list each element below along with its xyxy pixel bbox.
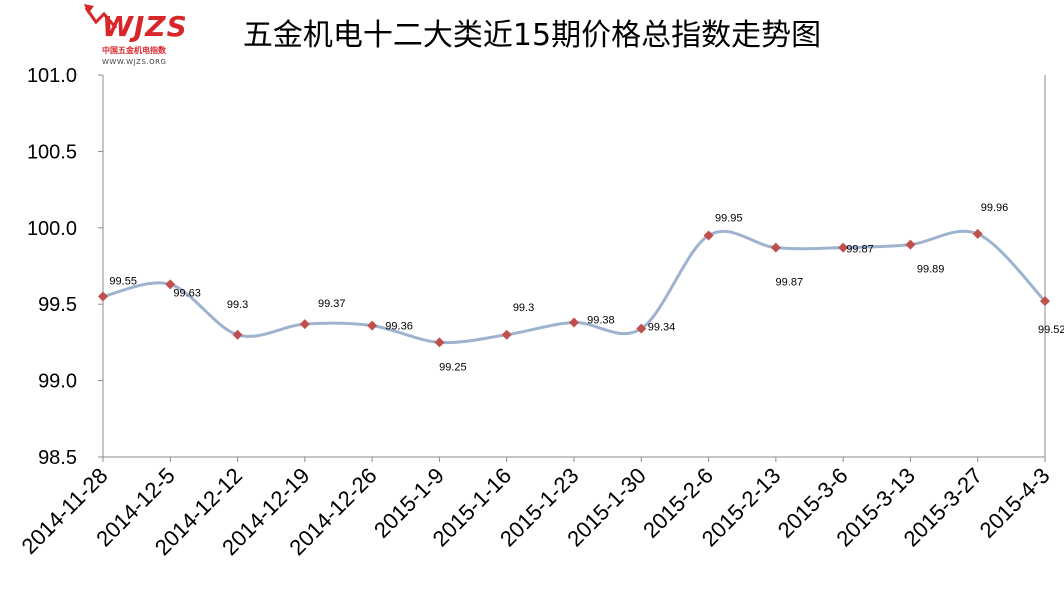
logo-arrow-icon xyxy=(84,4,118,29)
data-label: 99.3 xyxy=(227,299,248,311)
series-line xyxy=(102,229,1047,345)
y-tick-label: 101.0 xyxy=(27,65,77,87)
wjzs-logo: WJZS 中国五金机电指数 WWW.WJZS.ORG xyxy=(82,2,202,72)
data-label: 99.87 xyxy=(776,277,804,289)
logo-cn-text: 中国五金机电指数 xyxy=(102,46,166,55)
data-label: 99.36 xyxy=(385,321,413,333)
x-tick-label: 2015-4-3 xyxy=(975,463,1055,543)
data-labels: 99.55 99.63 99.3 99.37 99.36 99.25 99.3 99.38 99… xyxy=(109,202,1064,373)
x-axis-ticks: 2014-11-282014-12-52014-12-122014-12-192… xyxy=(16,457,1055,560)
y-axis-ticks: 101.0 100.5 100.0 99.5 99.0 98.5 xyxy=(27,65,103,469)
data-point-marker xyxy=(905,239,916,250)
y-tick-label: 99.5 xyxy=(38,294,77,316)
y-tick-label: 100.0 xyxy=(27,218,77,240)
data-point-marker xyxy=(501,329,512,340)
y-tick-label: 99.0 xyxy=(38,371,77,393)
logo-mark: WJZS xyxy=(102,10,188,43)
data-label: 99.52 xyxy=(1038,324,1064,336)
data-label: 99.34 xyxy=(648,322,676,334)
data-point-marker xyxy=(367,320,378,331)
data-label: 99.38 xyxy=(587,315,615,327)
x-tick-label: 2014-11-28 xyxy=(16,463,112,559)
data-label: 99.63 xyxy=(173,287,201,299)
data-label: 99.55 xyxy=(109,276,137,288)
series-markers xyxy=(98,228,1050,348)
data-point-marker xyxy=(703,230,714,241)
data-point-marker xyxy=(165,279,176,290)
data-point-marker xyxy=(299,319,310,330)
data-label: 99.95 xyxy=(715,212,743,224)
data-label: 99.25 xyxy=(439,361,467,373)
y-tick-label: 98.5 xyxy=(38,447,77,469)
data-label: 99.96 xyxy=(981,202,1009,214)
data-point-marker xyxy=(636,323,647,334)
data-point-marker xyxy=(770,242,781,253)
data-label: 99.89 xyxy=(917,264,945,276)
data-point-marker xyxy=(569,317,579,328)
chart-axes xyxy=(102,75,1046,458)
chart-title: 五金机电十二大类近15期价格总指数走势图 xyxy=(242,18,822,53)
data-point-marker xyxy=(838,242,849,253)
data-point-marker xyxy=(1040,296,1050,307)
logo-url: WWW.WJZS.ORG xyxy=(102,58,167,66)
data-label: 99.37 xyxy=(318,298,346,310)
y-tick-label: 100.5 xyxy=(27,141,77,163)
data-point-marker xyxy=(972,228,983,239)
data-point-marker xyxy=(98,291,108,302)
data-point-marker xyxy=(434,337,445,348)
data-point-marker xyxy=(232,329,243,340)
data-label: 99.3 xyxy=(513,302,534,314)
data-label: 99.87 xyxy=(846,244,874,256)
